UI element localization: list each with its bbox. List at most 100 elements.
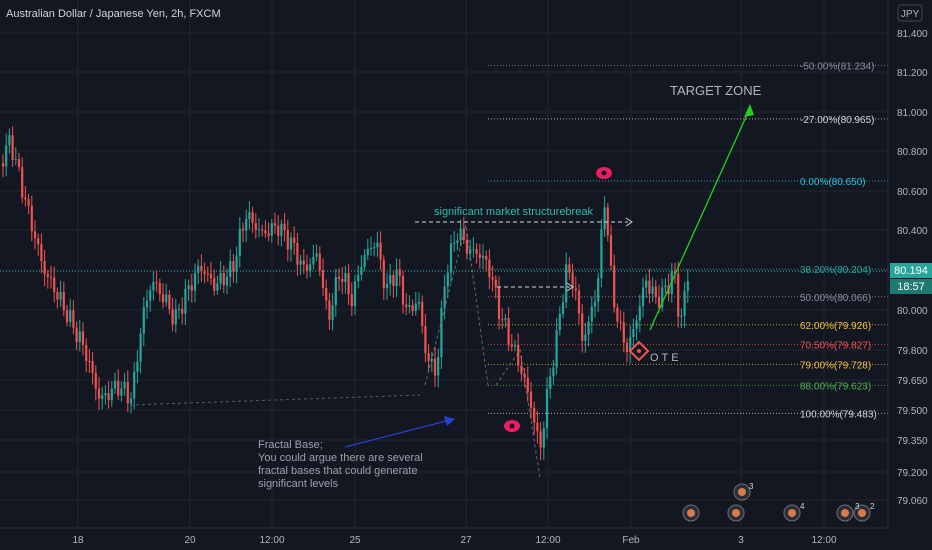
candle[interactable]: [353, 274, 357, 315]
candle[interactable]: [392, 270, 395, 298]
candle[interactable]: [533, 401, 536, 435]
candle[interactable]: [158, 278, 161, 302]
event-badge-icon[interactable]: [727, 504, 745, 522]
candle[interactable]: [155, 270, 158, 292]
candle[interactable]: [113, 372, 117, 394]
candle[interactable]: [558, 306, 561, 336]
candle[interactable]: [37, 233, 40, 256]
candle[interactable]: [24, 186, 27, 207]
candle[interactable]: [549, 367, 552, 399]
candle[interactable]: [203, 262, 206, 284]
candle[interactable]: [120, 381, 123, 402]
candle[interactable]: [571, 263, 574, 298]
candle[interactable]: [414, 291, 417, 316]
candle[interactable]: [216, 275, 219, 296]
candle[interactable]: [293, 226, 296, 255]
candle[interactable]: [193, 263, 197, 303]
candle[interactable]: [523, 368, 526, 388]
candle[interactable]: [433, 346, 437, 388]
candle[interactable]: [590, 296, 593, 334]
candle[interactable]: [494, 275, 497, 299]
candle[interactable]: [78, 319, 81, 352]
candle[interactable]: [190, 273, 193, 303]
candle[interactable]: [85, 338, 88, 373]
candle[interactable]: [312, 244, 315, 270]
candle[interactable]: [107, 381, 110, 409]
candle[interactable]: [545, 377, 549, 440]
event-badge-icon[interactable]: [682, 504, 700, 522]
candle[interactable]: [280, 219, 283, 247]
candle[interactable]: [680, 308, 683, 329]
candle[interactable]: [609, 224, 613, 271]
candle[interactable]: [171, 297, 174, 332]
candle[interactable]: [625, 337, 629, 363]
candle[interactable]: [238, 217, 241, 268]
drawings-layer[interactable]: [129, 104, 754, 479]
candle[interactable]: [488, 249, 491, 290]
fractal-base-note[interactable]: Fractal Base; You could argue there are …: [258, 439, 423, 490]
candle[interactable]: [149, 285, 152, 312]
candle[interactable]: [456, 233, 459, 251]
candle[interactable]: [395, 258, 398, 298]
candle[interactable]: [75, 321, 78, 351]
candle[interactable]: [270, 219, 273, 243]
candle[interactable]: [491, 265, 494, 292]
candle[interactable]: [539, 422, 542, 461]
candle[interactable]: [56, 287, 59, 309]
currency-badge[interactable]: [897, 4, 923, 22]
candle[interactable]: [110, 380, 113, 408]
candle[interactable]: [504, 314, 507, 328]
candle[interactable]: [8, 128, 11, 154]
eye-marker-icon[interactable]: [504, 420, 520, 432]
candle[interactable]: [46, 270, 49, 289]
candle[interactable]: [379, 231, 382, 271]
candle[interactable]: [40, 233, 43, 273]
candle[interactable]: [587, 315, 590, 347]
candle[interactable]: [17, 152, 21, 172]
candle[interactable]: [213, 269, 216, 296]
candle[interactable]: [235, 246, 238, 284]
event-badge-icon[interactable]: [733, 483, 751, 501]
candle[interactable]: [328, 292, 331, 330]
candle[interactable]: [635, 314, 638, 341]
candle[interactable]: [440, 300, 443, 370]
candle[interactable]: [347, 264, 350, 306]
candle[interactable]: [145, 289, 149, 319]
candle[interactable]: [65, 305, 69, 327]
event-badge-icon[interactable]: [853, 504, 871, 522]
candle[interactable]: [536, 410, 539, 444]
candle[interactable]: [376, 232, 379, 257]
candle[interactable]: [629, 325, 632, 364]
candle[interactable]: [302, 248, 305, 274]
candle[interactable]: [475, 243, 478, 264]
candle[interactable]: [136, 349, 139, 384]
candle[interactable]: [597, 272, 600, 312]
candle[interactable]: [286, 219, 289, 262]
candle[interactable]: [389, 264, 392, 296]
candle[interactable]: [641, 277, 645, 318]
event-badges[interactable]: 3 4 3 2: [682, 482, 875, 522]
candle[interactable]: [645, 274, 648, 299]
candle[interactable]: [600, 219, 603, 288]
candle[interactable]: [501, 308, 504, 329]
candle[interactable]: [33, 220, 37, 250]
candle[interactable]: [453, 230, 456, 253]
candle[interactable]: [245, 209, 248, 243]
candle[interactable]: [337, 268, 341, 292]
crosshair-target-icon[interactable]: [628, 340, 650, 362]
candle[interactable]: [366, 238, 369, 261]
candle[interactable]: [542, 421, 545, 460]
candle[interactable]: [309, 257, 312, 278]
candle[interactable]: [142, 297, 145, 346]
ote-label[interactable]: OTE: [650, 352, 682, 364]
candle[interactable]: [139, 328, 142, 374]
candle[interactable]: [181, 297, 184, 325]
candle[interactable]: [43, 249, 46, 287]
candle[interactable]: [661, 278, 664, 312]
target-zone-label[interactable]: TARGET ZONE: [670, 83, 762, 98]
candle[interactable]: [593, 290, 597, 318]
candle[interactable]: [552, 359, 555, 385]
candle[interactable]: [257, 218, 261, 238]
candle[interactable]: [427, 344, 430, 372]
candle[interactable]: [398, 259, 401, 287]
